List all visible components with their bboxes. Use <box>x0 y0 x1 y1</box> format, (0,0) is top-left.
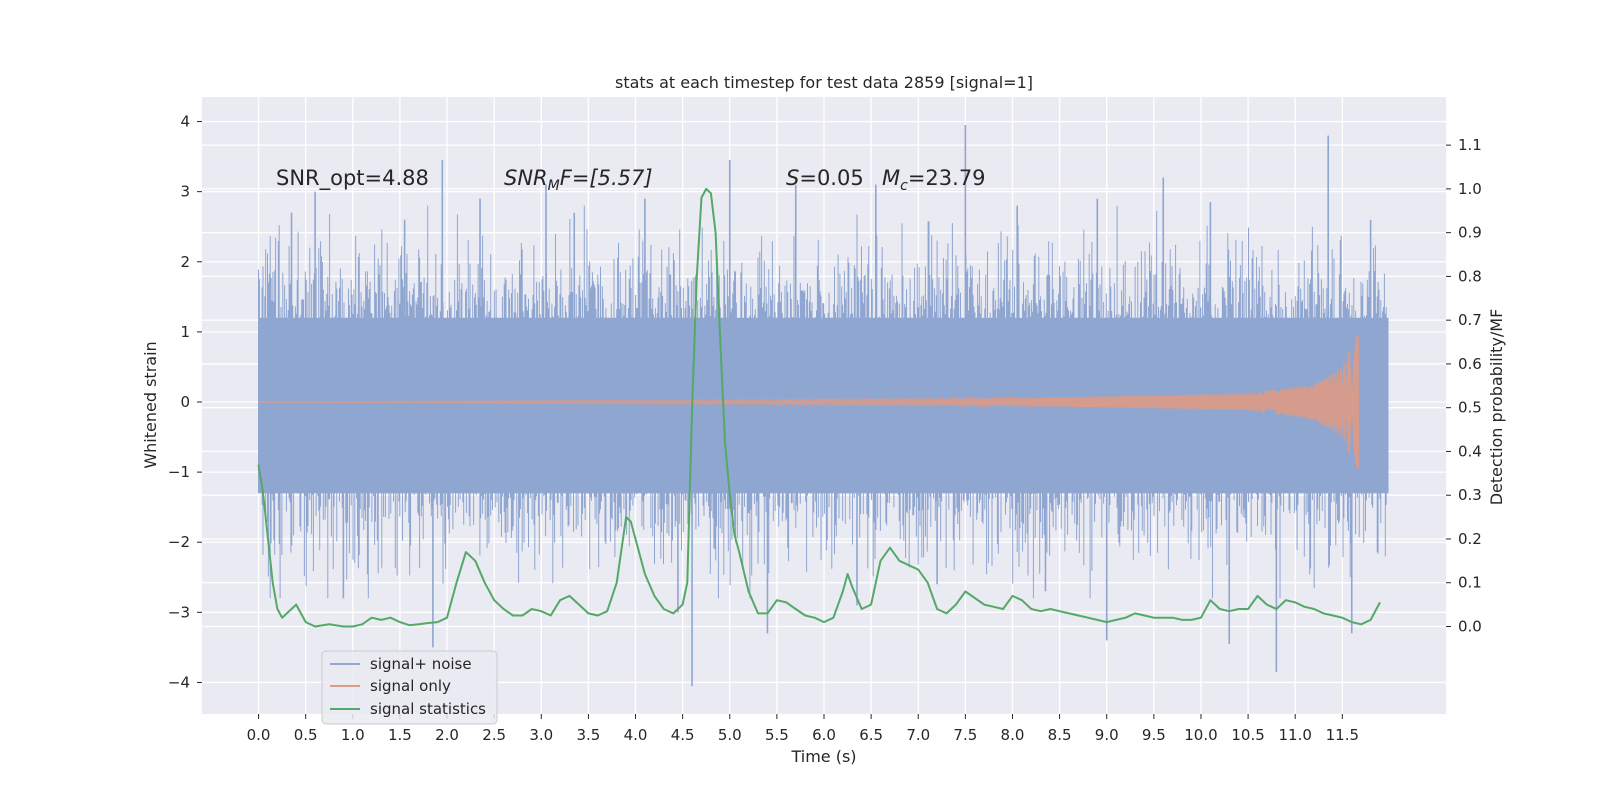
x-tick-label-4: 2.0 <box>435 726 459 744</box>
signal-only-trace <box>258 335 1360 469</box>
x-tick-label-17: 8.5 <box>1048 726 1072 744</box>
y-left-tick-label-4: 0 <box>180 393 190 411</box>
y-left-tick-label-6: 2 <box>180 253 190 271</box>
y-right-tick-label-6: 0.6 <box>1458 355 1482 373</box>
y-right-tick-label-0: 0.0 <box>1458 617 1482 635</box>
legend: signal+ noise signal only signal statist… <box>321 650 498 725</box>
x-tick-label-10: 5.0 <box>718 726 742 744</box>
x-tick-label-20: 10.0 <box>1184 726 1217 744</box>
annotation-s-base: S <box>786 166 799 190</box>
y-left-tick-label-2: −2 <box>168 533 190 551</box>
y-left-axis-ticks: −4 −3 −2 −1 0 1 2 3 4 <box>168 113 202 691</box>
x-axis-ticks: 0.0 0.5 1.0 1.5 2.0 2.5 3.0 3.5 4.0 4.5 5.0 5.5 6.0 6… <box>247 714 1359 744</box>
y-left-tick-label-7: 3 <box>180 183 190 201</box>
annotation-snr-mf: SNRMF=[5.57] <box>504 166 653 194</box>
y-right-tick-label-2: 0.2 <box>1458 530 1482 548</box>
y-right-axis-ticks: 0.0 0.1 0.2 0.3 0.4 0.5 0.6 0.7 0.8 0.9 1.0 1.1 <box>1446 136 1482 635</box>
y-right-tick-label-9: 0.9 <box>1458 224 1482 242</box>
x-tick-label-19: 9.5 <box>1142 726 1166 744</box>
x-tick-label-16: 8.0 <box>1001 726 1025 744</box>
y-left-tick-label-0: −4 <box>168 673 190 691</box>
x-tick-label-5: 2.5 <box>482 726 506 744</box>
legend-label-signal-only: signal only <box>370 677 451 695</box>
annotation-snr-mf-sub: M <box>548 178 560 194</box>
y-left-tick-label-8: 4 <box>180 113 190 131</box>
annotation-snr-opt: SNR_opt=4.88 <box>276 166 429 191</box>
annotation-mc-value: Mc=23.79 <box>882 166 986 194</box>
x-tick-label-7: 3.5 <box>576 726 600 744</box>
y-right-tick-label-11: 1.1 <box>1458 136 1482 154</box>
y-right-tick-label-7: 0.7 <box>1458 311 1482 329</box>
x-tick-label-15: 7.5 <box>953 726 977 744</box>
x-tick-label-18: 9.0 <box>1095 726 1119 744</box>
x-tick-label-9: 4.5 <box>671 726 695 744</box>
x-tick-label-8: 4.0 <box>624 726 648 744</box>
y-right-axis-label: Detection probability/MF <box>1487 309 1506 506</box>
x-tick-label-14: 7.0 <box>906 726 930 744</box>
y-left-tick-label-5: 1 <box>180 323 190 341</box>
x-tick-label-12: 6.0 <box>812 726 836 744</box>
y-left-tick-label-1: −3 <box>168 603 190 621</box>
x-tick-label-6: 3.0 <box>529 726 553 744</box>
y-left-tick-label-3: −1 <box>168 463 190 481</box>
annotation-snr-mf-base: SNR <box>504 166 548 190</box>
signal-statistics-series <box>257 187 1381 628</box>
x-tick-label-13: 6.5 <box>859 726 883 744</box>
x-tick-label-1: 0.5 <box>294 726 318 744</box>
x-tick-label-22: 11.0 <box>1279 726 1312 744</box>
x-tick-label-3: 1.5 <box>388 726 412 744</box>
annotation-mc-rest: =23.79 <box>908 166 986 190</box>
x-tick-label-21: 10.5 <box>1231 726 1264 744</box>
legend-label-noise: signal+ noise <box>370 655 472 673</box>
signal-only-series <box>258 335 1360 469</box>
y-right-tick-label-8: 0.8 <box>1458 267 1482 285</box>
y-right-tick-label-3: 0.3 <box>1458 486 1482 504</box>
x-tick-label-0: 0.0 <box>247 726 271 744</box>
y-right-tick-label-1: 0.1 <box>1458 574 1482 592</box>
x-tick-label-23: 11.5 <box>1326 726 1359 744</box>
x-axis-label: Time (s) <box>790 747 856 766</box>
legend-label-statistics: signal statistics <box>370 700 486 718</box>
annotation-snr-mf-rest: F=[5.57] <box>560 166 653 190</box>
legend-box <box>321 650 498 725</box>
chart-title: stats at each timestep for test data 285… <box>615 73 1033 92</box>
annotation-mc-base: M <box>882 166 900 190</box>
y-right-tick-label-10: 1.0 <box>1458 180 1482 198</box>
y-right-tick-label-4: 0.4 <box>1458 442 1482 460</box>
y-left-axis-label: Whitened strain <box>141 341 160 468</box>
annotation-s-rest: =0.05 <box>799 166 863 190</box>
x-tick-label-2: 1.0 <box>341 726 365 744</box>
x-tick-label-11: 5.5 <box>765 726 789 744</box>
y-right-tick-label-5: 0.5 <box>1458 399 1482 417</box>
statistics-line <box>257 187 1381 628</box>
annotation-s-value: S=0.05 <box>786 166 864 190</box>
annotation-mc-sub: c <box>900 178 908 194</box>
